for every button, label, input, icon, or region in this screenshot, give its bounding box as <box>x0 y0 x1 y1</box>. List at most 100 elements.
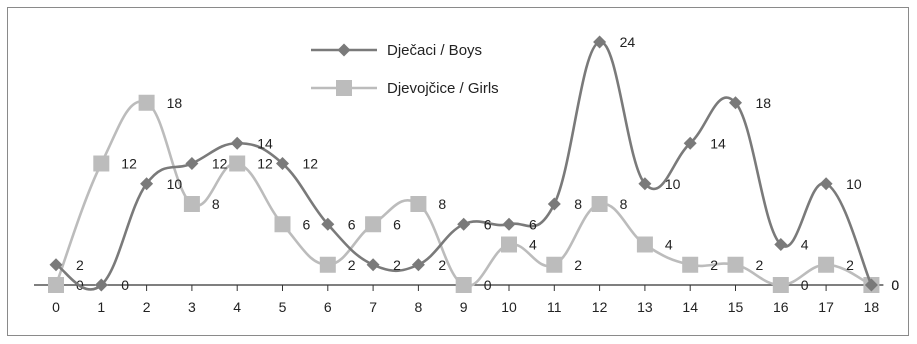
data-label: 2 <box>393 257 401 273</box>
data-label: 10 <box>167 176 183 192</box>
data-point-diamond <box>411 258 425 272</box>
legend-label: Dječaci / Boys <box>387 42 482 59</box>
data-label: 14 <box>710 135 726 151</box>
data-point-diamond <box>774 238 788 251</box>
data-label: 18 <box>756 95 772 111</box>
data-point-diamond <box>547 197 561 211</box>
data-point-diamond <box>366 258 380 272</box>
data-point-diamond <box>864 278 878 292</box>
data-point-square <box>682 256 699 273</box>
legend-label: Djevojčice / Girls <box>387 80 499 97</box>
data-label: 8 <box>574 196 582 212</box>
data-label: 2 <box>756 257 764 273</box>
data-label: 2 <box>348 257 356 273</box>
data-label: 4 <box>529 237 537 253</box>
data-point-square <box>138 94 155 111</box>
data-label: 10 <box>846 176 862 192</box>
data-point-square <box>818 256 835 273</box>
x-tick-label: 17 <box>818 299 834 315</box>
x-tick-label: 18 <box>864 299 880 315</box>
data-label: 6 <box>348 216 356 232</box>
data-label: 6 <box>484 216 492 232</box>
data-label: 6 <box>529 216 537 232</box>
x-tick-label: 13 <box>637 299 653 315</box>
data-label: 4 <box>801 237 809 253</box>
data-label: 12 <box>212 156 228 172</box>
x-tick-label: 15 <box>728 299 744 315</box>
data-label: 2 <box>76 257 84 273</box>
data-point-square <box>546 256 563 273</box>
data-label: 12 <box>303 156 319 172</box>
x-tick-label: 10 <box>501 299 517 315</box>
data-point-diamond <box>457 217 471 231</box>
legend-item-boys: Dječaci / Boys <box>311 42 482 59</box>
x-tick-label: 8 <box>415 299 423 315</box>
x-tick-label: 4 <box>233 299 241 315</box>
data-point-square <box>501 236 517 253</box>
x-tick-label: 1 <box>97 299 105 315</box>
data-label: 0 <box>484 277 492 293</box>
x-tick-label: 2 <box>143 299 151 315</box>
data-point-square <box>772 277 789 293</box>
data-label: 2 <box>574 257 582 273</box>
data-label: 12 <box>257 156 273 172</box>
data-point-diamond <box>819 177 833 191</box>
data-label: 0 <box>891 277 899 293</box>
data-point-diamond <box>140 177 154 191</box>
x-tick-label: 3 <box>188 299 196 315</box>
data-point-diamond <box>638 177 652 191</box>
x-tick-label: 12 <box>592 299 608 315</box>
data-point-diamond <box>185 157 199 170</box>
series-girls: 0 12 18 8 12 6 2 6 8 0 4 2 8 4 2 2 0 2 0 <box>48 94 899 293</box>
data-point-square <box>48 277 64 293</box>
data-label: 8 <box>620 196 628 212</box>
data-point-square <box>410 196 427 212</box>
legend-square-marker <box>336 80 352 96</box>
x-tick-label: 0 <box>52 299 60 315</box>
data-label: 8 <box>212 196 220 212</box>
data-label: 2 <box>710 257 718 273</box>
x-tick-label: 5 <box>279 299 287 315</box>
axis-layer: 0 1 2 3 4 5 6 7 8 9 10 11 12 13 14 15 16 17 18 <box>34 284 884 315</box>
data-label: 8 <box>438 196 446 212</box>
data-label: 2 <box>846 257 854 273</box>
data-label: 12 <box>121 156 137 172</box>
data-label: 18 <box>167 95 183 111</box>
data-point-square <box>455 277 472 293</box>
data-point-square <box>591 196 608 212</box>
data-point-diamond <box>94 278 108 292</box>
data-label: 4 <box>665 237 673 253</box>
data-label: 10 <box>665 176 681 192</box>
data-label: 24 <box>620 34 636 50</box>
data-point-diamond <box>49 258 63 272</box>
data-point-square <box>365 216 382 233</box>
legend-item-girls: Djevojčice / Girls <box>311 80 499 97</box>
data-point-diamond <box>729 96 742 110</box>
data-point-square <box>183 196 200 212</box>
legend: Dječaci / Boys Djevojčice / Girls <box>311 42 499 97</box>
data-point-diamond <box>683 136 697 150</box>
data-point-square <box>636 236 653 253</box>
x-tick-label: 14 <box>682 299 698 315</box>
data-label: 2 <box>438 257 446 273</box>
data-label: 14 <box>257 135 273 151</box>
data-point-square <box>319 256 336 273</box>
data-label: 6 <box>393 216 401 232</box>
data-point-diamond <box>230 136 244 150</box>
x-tick-label: 11 <box>547 299 562 315</box>
data-label: 6 <box>303 216 311 232</box>
legend-diamond-marker <box>337 43 351 57</box>
data-point-square <box>727 256 744 273</box>
data-point-square <box>274 216 291 233</box>
x-tick-label: 6 <box>324 299 332 315</box>
data-label: 0 <box>801 277 809 293</box>
x-tick-label: 9 <box>460 299 468 315</box>
data-point-diamond <box>502 217 516 231</box>
data-point-diamond <box>593 35 607 49</box>
data-point-diamond <box>276 157 289 170</box>
data-label: 0 <box>891 277 899 293</box>
series-line <box>54 100 872 288</box>
